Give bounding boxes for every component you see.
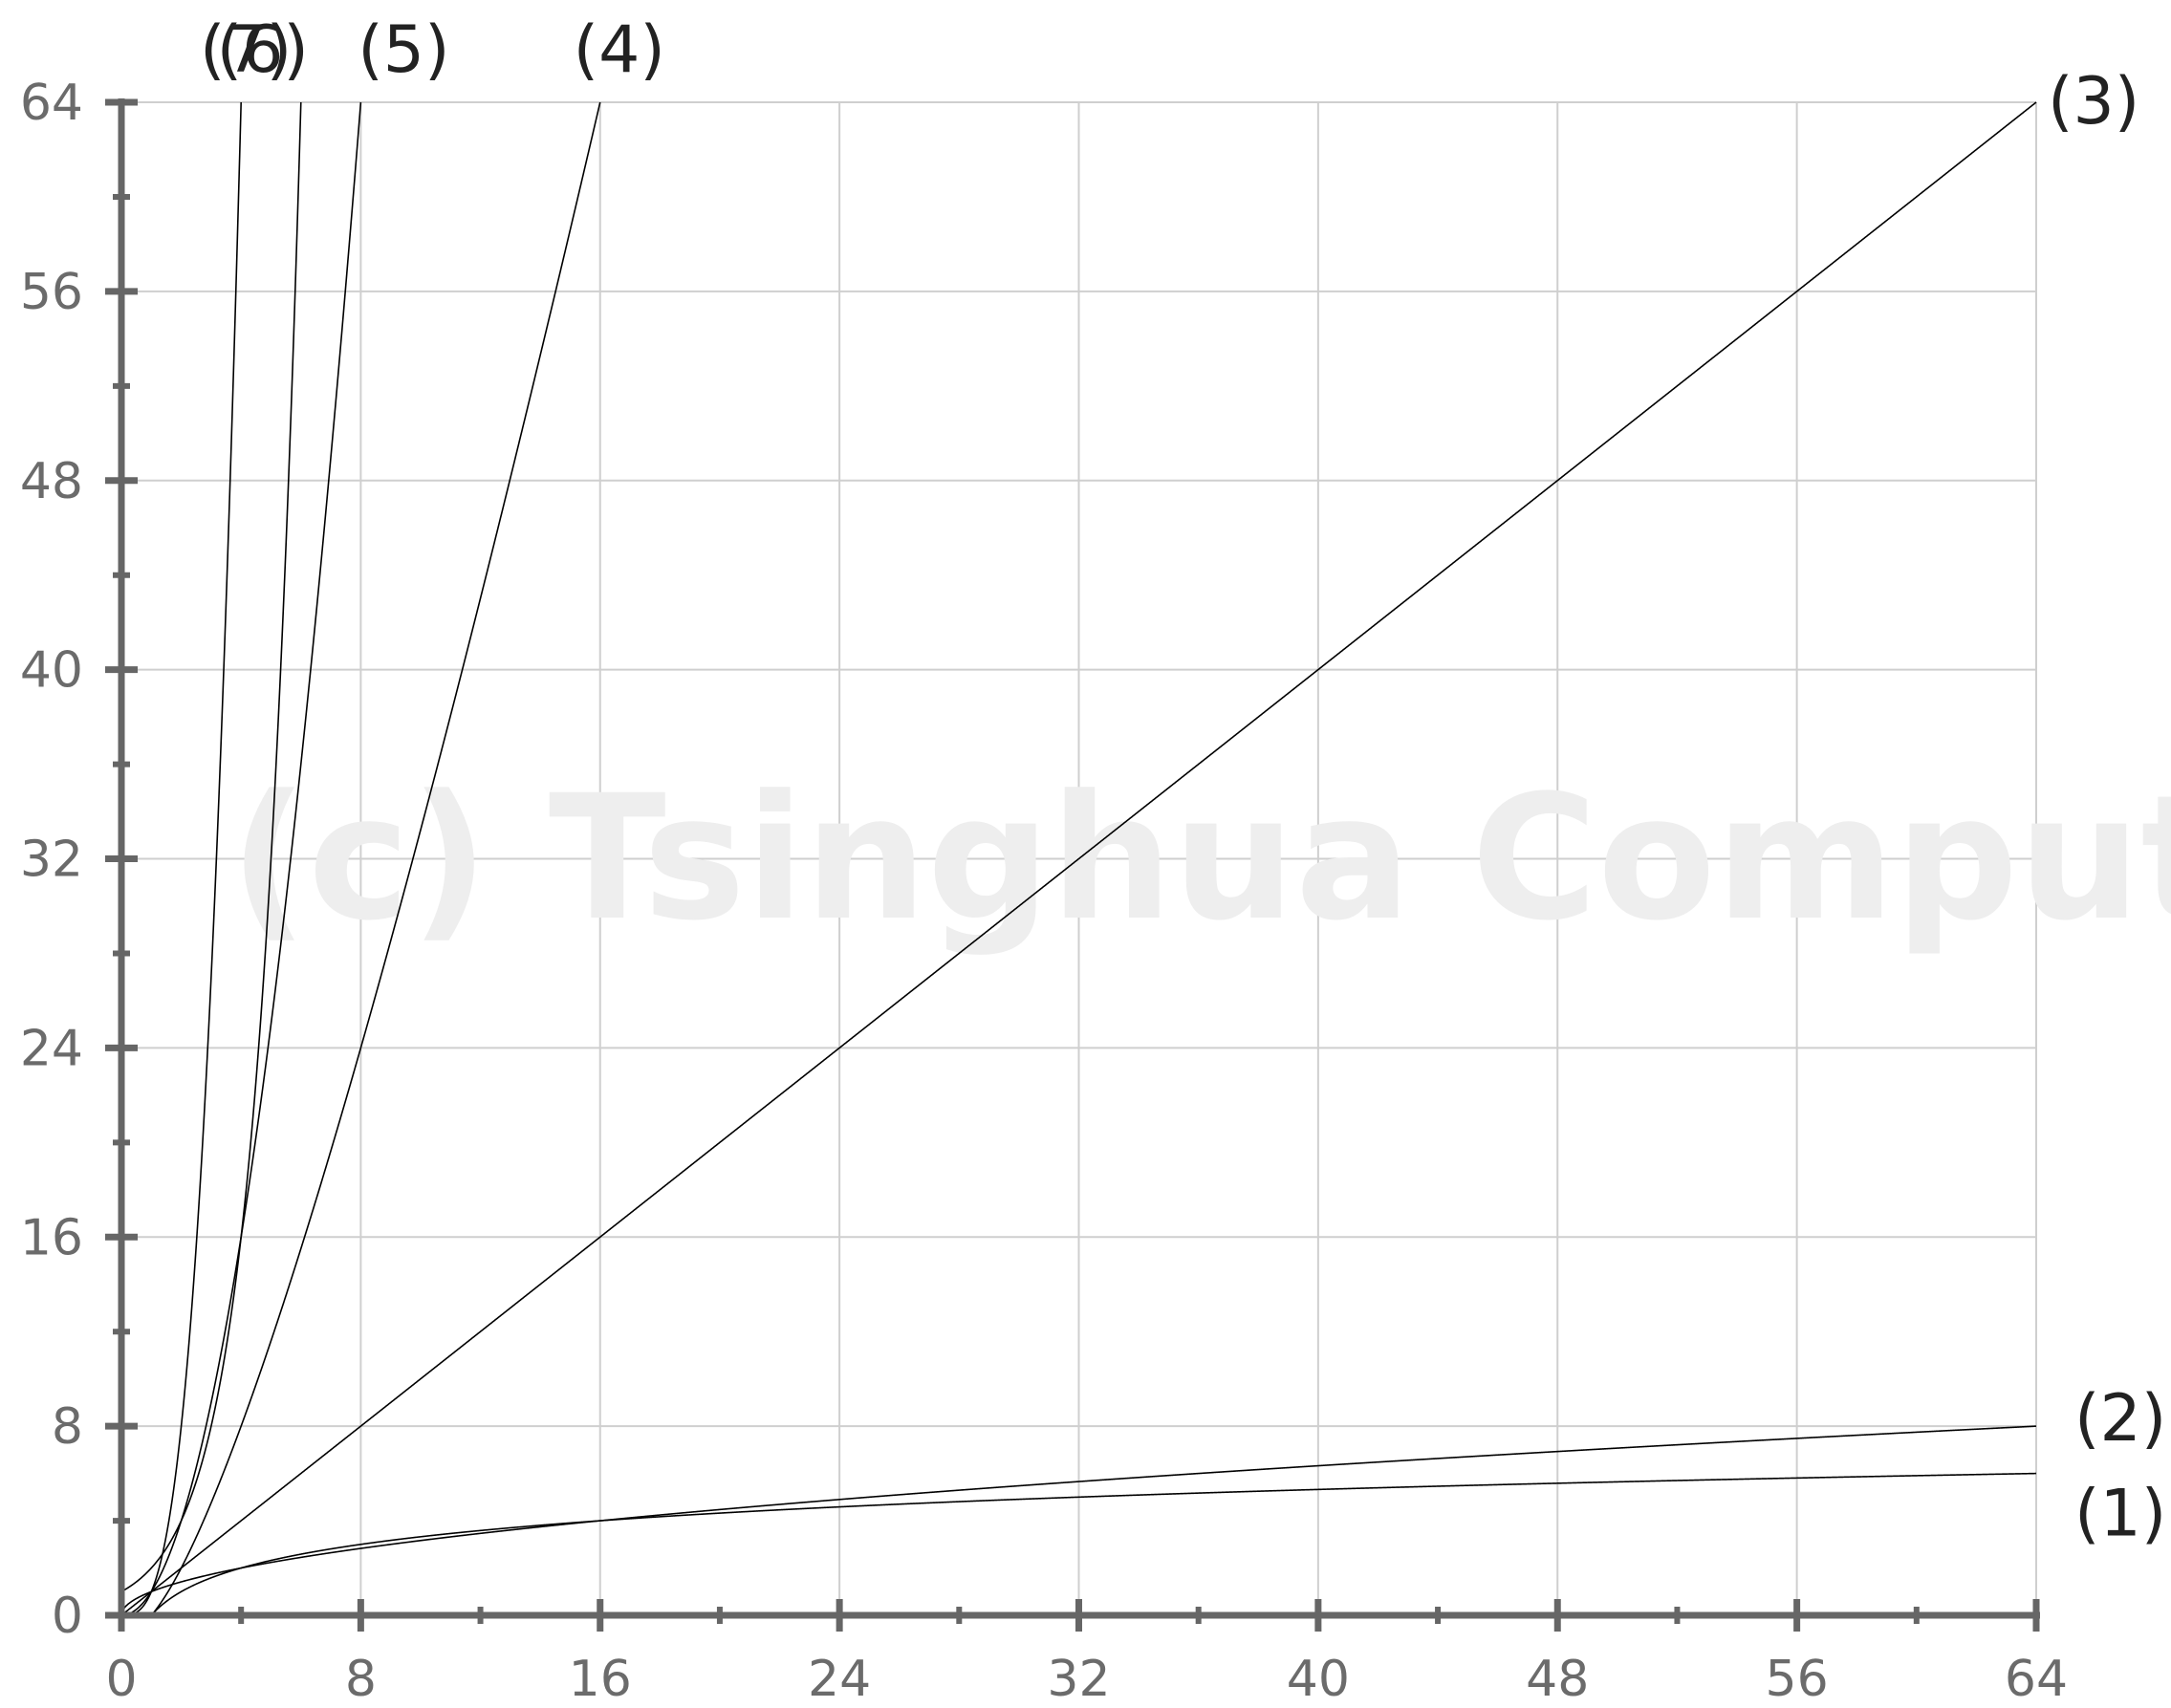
- x-tick-label: 56: [1766, 1651, 1829, 1708]
- x-tick-label: 0: [105, 1651, 137, 1708]
- x-tick-label: 32: [1047, 1651, 1110, 1708]
- x-tick-label: 16: [569, 1651, 632, 1708]
- y-tick-label: 40: [20, 642, 83, 700]
- y-tick-label: 48: [20, 453, 83, 510]
- x-tick-label: 48: [1526, 1651, 1589, 1708]
- x-tick-label: 8: [345, 1651, 377, 1708]
- series-line-6: [120, 101, 302, 1592]
- y-tick-label: 8: [52, 1398, 83, 1456]
- series-line-2: [120, 1425, 2037, 1616]
- series-label-4: (4): [574, 12, 665, 88]
- y-tick-label: 16: [20, 1209, 83, 1266]
- series-label-2: (2): [2074, 1381, 2166, 1457]
- tick-label-layer: 0 8 16 24 32 40 48 56 64 0 8 16 24 32 40 48 56 64: [20, 75, 2068, 1708]
- y-tick-label: 64: [20, 75, 83, 132]
- series-label-3: (3): [2048, 64, 2139, 140]
- y-tick-label: 56: [20, 264, 83, 321]
- series-line-1: [150, 1472, 2037, 1616]
- axis-layer: [105, 98, 2040, 1632]
- series-label-layer: (1) (2) (3) (4) (5) (6)(7): [200, 12, 2166, 1552]
- series-label-7: (7): [200, 12, 292, 88]
- y-tick-label: 0: [52, 1588, 83, 1645]
- series-line-7: [121, 101, 242, 1616]
- x-tick-label: 64: [2005, 1651, 2068, 1708]
- y-tick-label: 24: [20, 1020, 83, 1077]
- series-label-1: (1): [2074, 1477, 2166, 1552]
- series-layer: [120, 101, 2037, 1616]
- series-label-6: (6): [217, 12, 309, 88]
- x-tick-label: 24: [808, 1651, 871, 1708]
- series-line-4: [150, 101, 601, 1616]
- y-tick-label: 32: [20, 832, 83, 889]
- grid-layer: [121, 101, 2037, 1615]
- x-tick-label: 40: [1287, 1651, 1350, 1708]
- watermark: (c) Tsinghua Computer: [229, 759, 2171, 959]
- series-line-3: [120, 101, 2037, 1616]
- series-label-5: (5): [358, 12, 449, 88]
